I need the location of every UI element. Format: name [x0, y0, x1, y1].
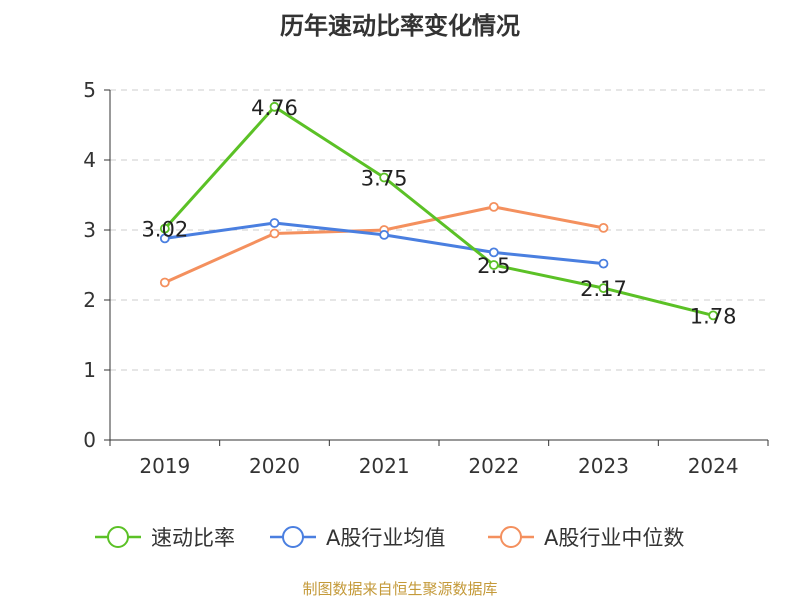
legend-label: A股行业中位数 — [544, 526, 684, 550]
legend-label: 速动比率 — [151, 526, 235, 550]
source-note: 制图数据来自恒生聚源数据库 — [302, 580, 497, 598]
legend-marker — [282, 526, 304, 548]
x-tick-label: 2024 — [688, 454, 739, 478]
data-point — [488, 247, 499, 258]
y-tick-label: 4 — [83, 148, 96, 172]
x-tick-label: 2022 — [468, 454, 519, 478]
x-tick-label: 2019 — [139, 454, 190, 478]
data-point — [159, 277, 170, 288]
data-point — [598, 222, 609, 233]
y-tick-label: 5 — [83, 78, 96, 102]
legend-marker — [500, 526, 522, 548]
data-label: 4.76 — [251, 96, 298, 120]
data-label: 1.78 — [690, 304, 737, 328]
data-point — [379, 229, 390, 240]
data-point — [488, 201, 499, 212]
legend-marker — [107, 526, 129, 548]
series-line — [164, 205, 604, 284]
axes: 0 1 2 3 4 5 2019 2020 2021 2022 2023 2024 — [83, 78, 769, 478]
data-point — [598, 283, 609, 294]
series-group — [159, 101, 719, 321]
x-tick-label: 2020 — [249, 454, 300, 478]
data-label: 2.17 — [580, 277, 627, 301]
data-point — [598, 258, 609, 269]
x-tick-label: 2021 — [359, 454, 410, 478]
data-point — [269, 101, 280, 112]
legend-label: A股行业均值 — [326, 526, 445, 550]
y-tick-label: 3 — [83, 218, 96, 242]
series-line — [163, 105, 714, 317]
legend: 速动比率 A股行业均值 A股行业中位数 — [95, 526, 684, 550]
data-point — [269, 228, 280, 239]
data-label: 3.02 — [141, 218, 188, 242]
data-point — [488, 260, 499, 270]
y-tick-label: 2 — [83, 288, 96, 312]
data-label: 2.5 — [477, 254, 510, 278]
grid-lines — [110, 89, 768, 371]
legend-item: 速动比率 — [95, 526, 235, 550]
y-tick-label: 1 — [83, 358, 96, 382]
data-point — [159, 233, 170, 244]
data-point — [269, 218, 280, 228]
legend-item: A股行业中位数 — [488, 526, 684, 550]
chart-title: 历年速动比率变化情况 — [280, 12, 520, 40]
data-point — [708, 310, 719, 321]
legend-item: A股行业均值 — [270, 526, 445, 550]
data-labels: 3.02 4.76 3.75 2.5 2.17 1.78 — [141, 96, 736, 329]
data-point — [159, 223, 170, 234]
x-tick-label: 2023 — [578, 454, 629, 478]
data-label: 3.75 — [361, 167, 408, 191]
y-tick-label: 0 — [83, 428, 96, 452]
data-point — [379, 172, 390, 183]
